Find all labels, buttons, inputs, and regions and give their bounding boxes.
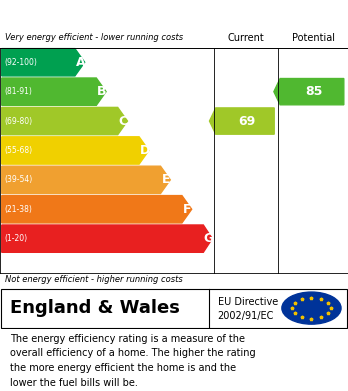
Polygon shape [2,108,127,135]
Text: EU Directive: EU Directive [218,297,278,307]
Text: (39-54): (39-54) [5,175,33,184]
Text: C: C [119,115,128,127]
Text: 69: 69 [238,115,255,127]
Text: Very energy efficient - lower running costs: Very energy efficient - lower running co… [5,33,183,42]
Polygon shape [274,79,344,105]
Text: England & Wales: England & Wales [10,299,180,317]
Text: Current: Current [228,33,264,43]
Text: Energy Efficiency Rating: Energy Efficiency Rating [10,7,220,22]
Text: (81-91): (81-91) [5,87,32,96]
Polygon shape [209,108,274,134]
Text: Potential: Potential [292,33,335,43]
Text: A: A [76,56,85,69]
Text: (1-20): (1-20) [5,234,27,243]
Polygon shape [2,48,85,76]
Polygon shape [2,196,192,223]
Ellipse shape [282,292,341,324]
Text: (21-38): (21-38) [5,205,32,214]
Polygon shape [2,78,106,105]
Text: The energy efficiency rating is a measure of the
overall efficiency of a home. T: The energy efficiency rating is a measur… [10,334,256,388]
Text: B: B [97,85,106,98]
Text: (69-80): (69-80) [5,117,33,126]
Text: F: F [183,203,192,216]
Polygon shape [2,166,170,194]
Polygon shape [2,225,212,252]
Text: D: D [140,144,150,157]
Text: G: G [203,232,213,245]
Text: 2002/91/EC: 2002/91/EC [218,311,274,321]
Polygon shape [2,137,149,164]
Text: (92-100): (92-100) [5,58,37,67]
Text: Not energy efficient - higher running costs: Not energy efficient - higher running co… [5,275,183,284]
Text: 85: 85 [305,85,322,98]
Text: E: E [162,173,170,187]
Text: (55-68): (55-68) [5,146,33,155]
